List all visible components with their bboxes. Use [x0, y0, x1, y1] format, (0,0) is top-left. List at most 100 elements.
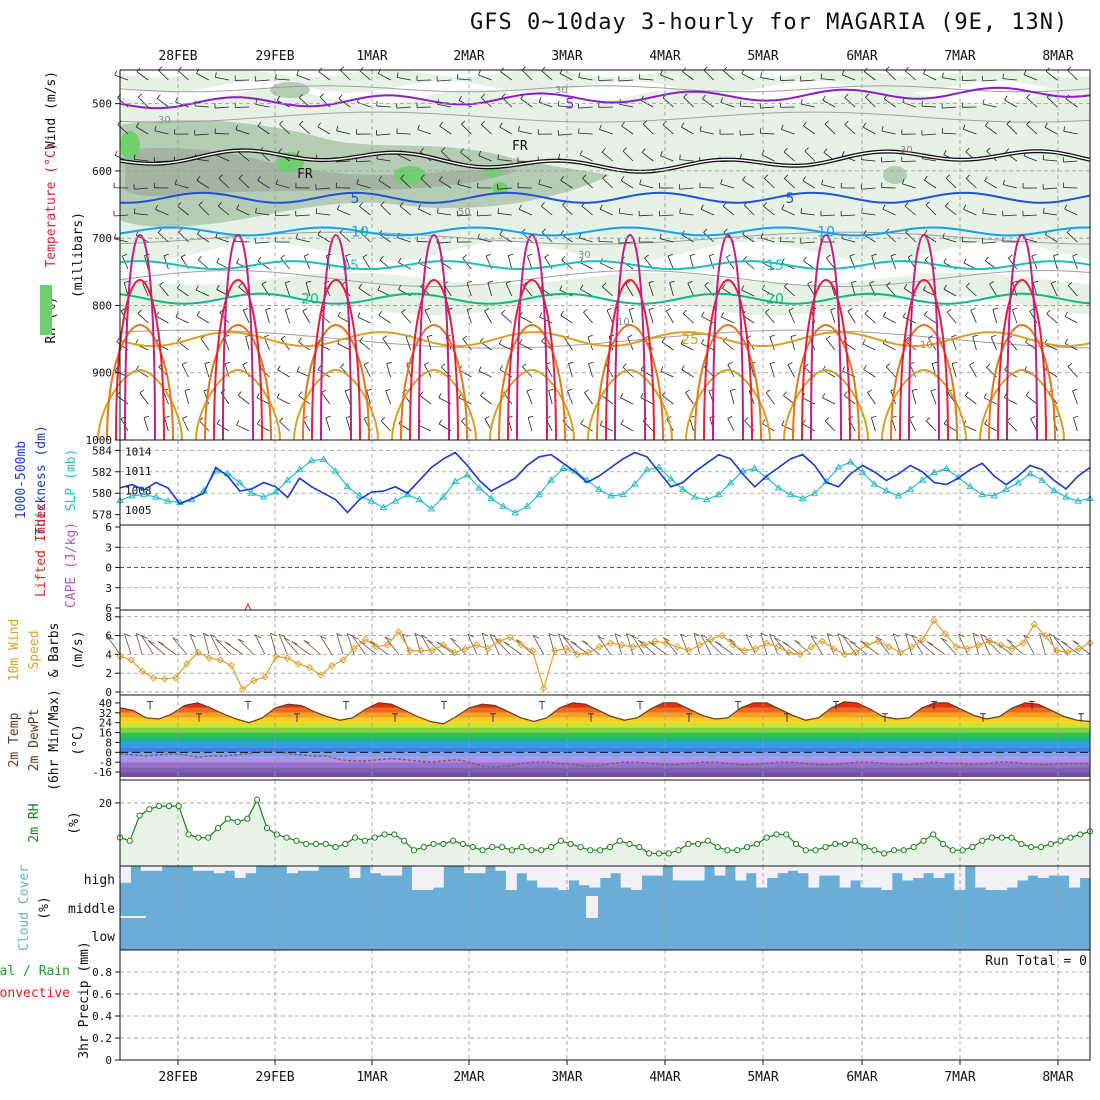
wind-barb [802, 423, 816, 432]
wind-barb-flag [990, 334, 996, 338]
wind-barb [499, 343, 512, 351]
wind-barb [984, 423, 997, 432]
wind-barb-flag [548, 388, 554, 391]
wind-barb-flag [345, 388, 350, 392]
wind-barb [137, 313, 149, 324]
wind-barb [723, 340, 735, 351]
wind-barb [215, 237, 230, 243]
wind-barb-flag [296, 366, 300, 372]
slp-point [930, 468, 939, 475]
wind-barb-flag [285, 307, 291, 311]
slp-point [259, 493, 268, 500]
rh2m-point [949, 847, 956, 854]
wind-barb-flag [180, 254, 186, 258]
wind10-barb-flag [336, 632, 343, 637]
wind-barb [255, 79, 270, 82]
wind-barb [396, 132, 411, 135]
wind-barb-flag [499, 365, 503, 370]
precip-convective-label: Convective [0, 986, 70, 1001]
wind10-barb [631, 635, 645, 655]
wind10-point [372, 643, 381, 651]
wind-barb-flag [700, 204, 704, 210]
wind-barb [769, 336, 775, 351]
wind-barb [276, 183, 290, 189]
wind-barb [622, 150, 634, 162]
wind-barb [181, 364, 189, 378]
wind10-barb [224, 641, 243, 655]
wind-barb-flag [669, 280, 675, 283]
wind-barb [275, 78, 290, 81]
wind-barb [885, 366, 896, 378]
rh2m-line [119, 798, 1091, 855]
wind-barb [864, 313, 876, 324]
wind-barb-flag [480, 391, 484, 396]
ytick-label: 4 [105, 648, 112, 661]
wind10-point [1075, 645, 1083, 653]
wind-barb-flag [338, 94, 343, 99]
wind10-point [339, 656, 347, 664]
wind-barb-flag [544, 254, 550, 258]
wind10-barb [980, 634, 991, 655]
wind-barb [1066, 232, 1078, 243]
wind10-point [539, 684, 548, 692]
rh2m-point [665, 850, 672, 857]
ytick-label: 20 [99, 797, 112, 810]
wind-barb [559, 73, 573, 81]
wind-barb [277, 369, 290, 378]
wind-barb-flag [618, 208, 621, 214]
wind-barb-flag [1042, 208, 1045, 214]
wind-barb-flag [457, 73, 459, 79]
wind-barb [963, 128, 977, 135]
wind10-point [584, 648, 592, 657]
wind-barb [184, 390, 189, 405]
wind-barb [344, 390, 351, 405]
slp-point [523, 502, 532, 509]
wind-barb [380, 420, 391, 432]
cloud-high-gap [954, 866, 966, 890]
wind10-barb-flag [892, 633, 900, 638]
cloud-high-gap [923, 866, 935, 874]
cloud-high-gap [766, 866, 778, 878]
wind10-point [952, 643, 960, 651]
wind-barb-flag [487, 280, 493, 283]
wind-barb [687, 283, 694, 297]
wind-barb [883, 315, 896, 324]
wind-barb [582, 178, 593, 189]
wind-barb-flag [461, 417, 466, 422]
rh2m-point [890, 847, 898, 854]
wind-barb-flag [644, 254, 649, 259]
rh2m-point [724, 847, 731, 854]
wind-barb-flag [380, 201, 385, 206]
wind-barb-flag [864, 309, 869, 314]
wind-barb-flag [1012, 307, 1018, 311]
wind-barb-flag [667, 253, 673, 257]
temp-arch-contour [195, 368, 281, 441]
date-label-bottom: 29FEB [255, 1070, 294, 1085]
wind-barb-flag [236, 204, 240, 210]
wind10-barb-flag [450, 637, 457, 642]
wind10-barb-flag [849, 640, 856, 645]
wind-barb [1067, 285, 1078, 297]
run-total-label: Run Total = 0 [985, 954, 1087, 969]
wind-barb [284, 282, 290, 297]
wind-barb-flag [420, 174, 425, 179]
wind-barb [904, 205, 917, 216]
wind-barb [317, 126, 331, 135]
cloud-high-gap [140, 866, 152, 871]
wind-barb-flag [480, 120, 486, 125]
wind-barb-flag [984, 176, 988, 181]
wind-barb [800, 241, 815, 244]
wind-barb-flag [824, 417, 830, 422]
wind-barb-flag [578, 72, 581, 78]
wind-barb-flag [599, 420, 603, 426]
wind-barb [1043, 212, 1058, 216]
wind10-barb-flag [278, 633, 286, 638]
wind10-barb [940, 637, 957, 655]
wind-barb [765, 312, 775, 324]
wind-barb [598, 79, 613, 81]
wind-barb [1046, 96, 1058, 108]
wind-barb [864, 71, 876, 81]
wind-barb-flag [438, 393, 442, 398]
wind-barb [1063, 187, 1078, 189]
ytick-label: -16 [92, 766, 112, 779]
